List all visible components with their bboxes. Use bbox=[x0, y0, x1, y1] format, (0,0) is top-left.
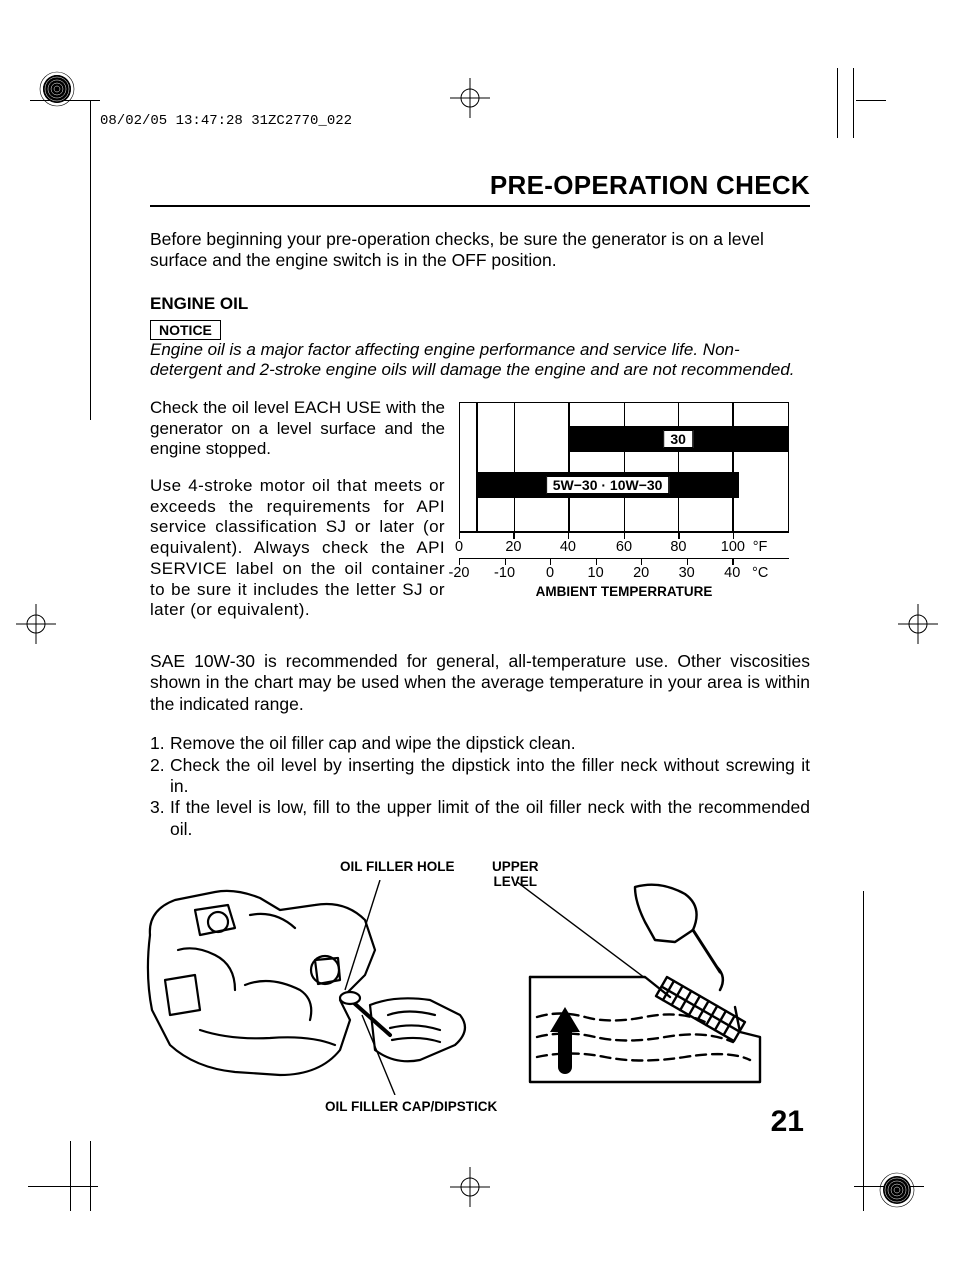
page-body: PRE-OPERATION CHECK Before beginning you… bbox=[150, 170, 810, 1120]
crosshair-icon bbox=[450, 1167, 490, 1207]
axis-tick-label: 20 bbox=[633, 565, 649, 581]
axis-tick-label: 60 bbox=[616, 539, 632, 555]
oil-viscosity-chart: 305W−30 · 10W−30 020406080100°F -20-1001… bbox=[459, 398, 810, 599]
para-check-oil: Check the oil level EACH USE with the ge… bbox=[150, 398, 445, 460]
registration-mark-icon bbox=[38, 70, 76, 108]
section-heading: ENGINE OIL bbox=[150, 294, 810, 314]
axis-tick-label: 10 bbox=[588, 565, 604, 581]
intro-paragraph: Before beginning your pre-operation chec… bbox=[150, 229, 810, 272]
chart-bar-label: 5W−30 · 10W−30 bbox=[546, 476, 670, 494]
illustration-row: OIL FILLER HOLE UPPER LEVEL OIL FILLER C… bbox=[150, 860, 810, 1120]
para-sae: SAE 10W-30 is recommended for general, a… bbox=[150, 651, 810, 715]
page-title: PRE-OPERATION CHECK bbox=[150, 170, 810, 207]
axis-tick-label: 0 bbox=[546, 565, 554, 581]
crop-mark bbox=[70, 1141, 71, 1211]
axis-tick-label: 80 bbox=[670, 539, 686, 555]
step-number: 3. bbox=[150, 797, 170, 840]
procedure-steps: 1.Remove the oil filler cap and wipe the… bbox=[150, 733, 810, 840]
crosshair-icon bbox=[450, 78, 490, 118]
oil-level-illustration bbox=[495, 882, 785, 1102]
step-number: 1. bbox=[150, 733, 170, 754]
label-filler-cap: OIL FILLER CAP/DIPSTICK bbox=[325, 1100, 497, 1115]
notice-text: Engine oil is a major factor affecting e… bbox=[150, 340, 810, 380]
label-filler-hole: OIL FILLER HOLE bbox=[340, 860, 455, 875]
text-chart-row: Check the oil level EACH USE with the ge… bbox=[150, 398, 810, 637]
print-timestamp: 08/02/05 13:47:28 31ZC2770_022 bbox=[100, 113, 352, 129]
axis-unit: °C bbox=[752, 565, 768, 581]
crop-mark bbox=[837, 68, 838, 138]
axis-tick-label: 40 bbox=[724, 565, 740, 581]
chart-bar: 5W−30 · 10W−30 bbox=[476, 472, 738, 498]
crop-mark bbox=[90, 100, 91, 420]
step-text: If the level is low, fill to the upper l… bbox=[170, 797, 810, 840]
left-text-column: Check the oil level EACH USE with the ge… bbox=[150, 398, 445, 637]
page-number: 21 bbox=[771, 1105, 804, 1139]
axis-tick-label: -10 bbox=[494, 565, 515, 581]
para-api: Use 4-stroke motor oil that meets or exc… bbox=[150, 476, 445, 621]
notice-badge: NOTICE bbox=[150, 320, 221, 340]
crop-mark bbox=[856, 100, 886, 101]
step-text: Remove the oil filler cap and wipe the d… bbox=[170, 733, 810, 754]
crop-mark bbox=[28, 1186, 98, 1187]
axis-tick-label: -20 bbox=[449, 565, 470, 581]
chart-bar-label: 30 bbox=[663, 430, 693, 448]
chart-caption: AMBIENT TEMPERRATURE bbox=[459, 584, 789, 599]
step-item: 1.Remove the oil filler cap and wipe the… bbox=[150, 733, 810, 754]
engine-illustration bbox=[140, 880, 480, 1100]
axis-tick-label: 30 bbox=[679, 565, 695, 581]
crosshair-icon bbox=[16, 604, 56, 644]
step-item: 3.If the level is low, fill to the upper… bbox=[150, 797, 810, 840]
crop-mark bbox=[863, 891, 864, 1211]
step-text: Check the oil level by inserting the dip… bbox=[170, 755, 810, 798]
step-number: 2. bbox=[150, 755, 170, 798]
axis-tick-label: 40 bbox=[560, 539, 576, 555]
crop-mark bbox=[853, 68, 854, 138]
step-item: 2.Check the oil level by inserting the d… bbox=[150, 755, 810, 798]
axis-tick-label: 0 bbox=[455, 539, 463, 555]
crosshair-icon bbox=[898, 604, 938, 644]
registration-mark-icon bbox=[878, 1171, 916, 1209]
axis-tick-label: 100 bbox=[721, 539, 745, 555]
axis-unit: °F bbox=[753, 539, 768, 555]
axis-tick-label: 20 bbox=[505, 539, 521, 555]
chart-bar: 30 bbox=[568, 426, 788, 452]
crop-mark bbox=[90, 1141, 91, 1211]
